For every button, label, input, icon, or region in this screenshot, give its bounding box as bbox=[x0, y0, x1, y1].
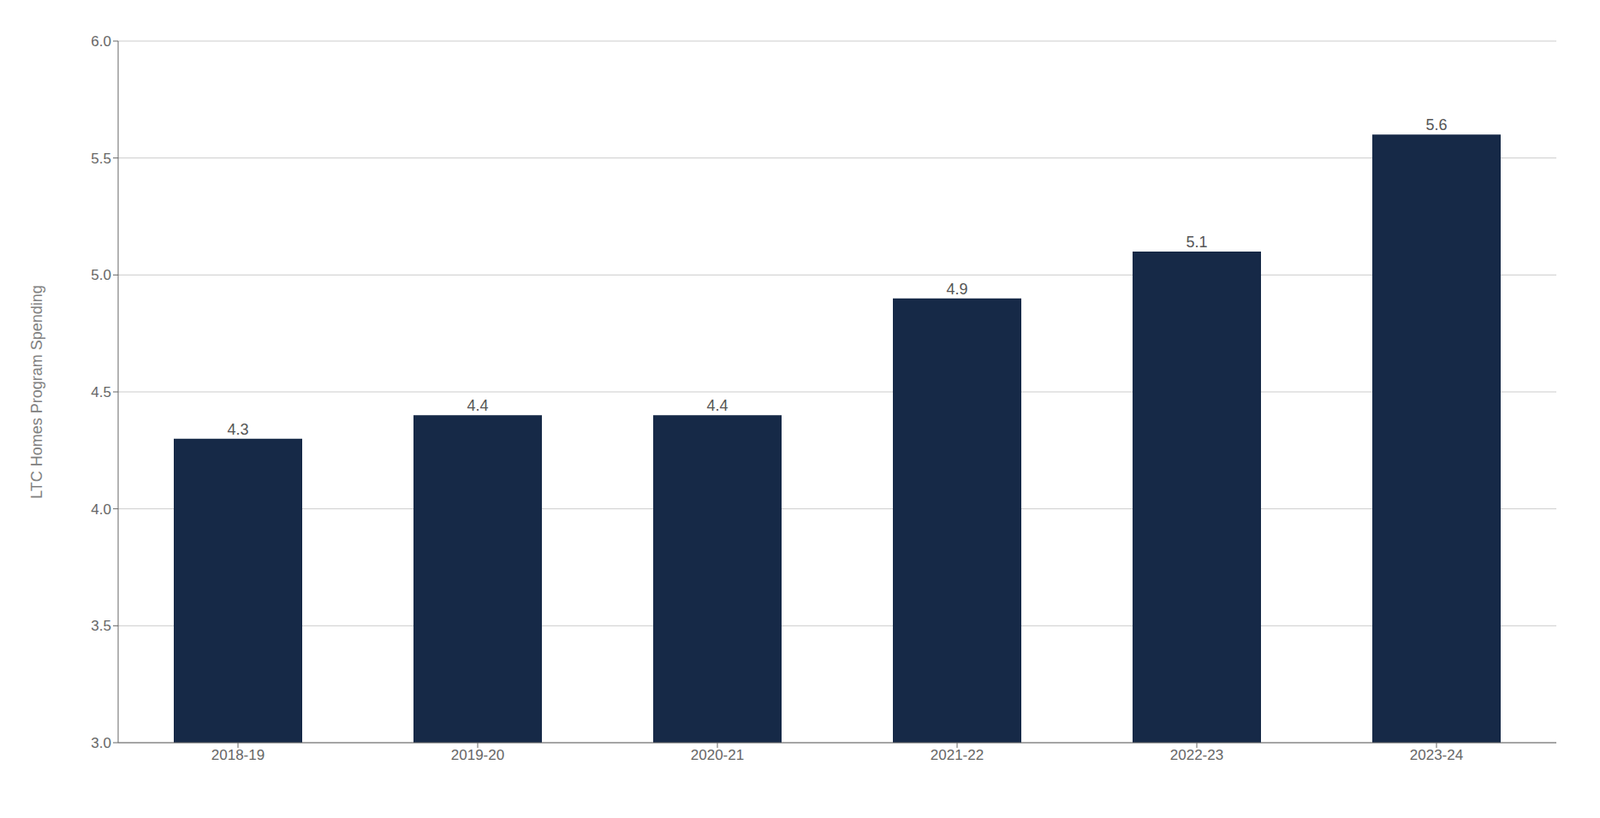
svg-text:3.0: 3.0 bbox=[90, 735, 112, 752]
svg-text:4.0: 4.0 bbox=[90, 501, 112, 518]
svg-text:6.0: 6.0 bbox=[90, 33, 112, 50]
svg-text:2020-21: 2020-21 bbox=[690, 747, 744, 764]
svg-text:4.4: 4.4 bbox=[706, 397, 728, 415]
svg-text:3.5: 3.5 bbox=[90, 618, 112, 635]
svg-text:2023-24: 2023-24 bbox=[1409, 747, 1464, 764]
svg-text:2018-19: 2018-19 bbox=[211, 747, 265, 764]
svg-text:5.6: 5.6 bbox=[1425, 116, 1447, 134]
svg-text:5.0: 5.0 bbox=[90, 267, 112, 284]
svg-text:2019-20: 2019-20 bbox=[451, 747, 505, 764]
svg-text:LTC Homes Program Spending: LTC Homes Program Spending bbox=[28, 285, 46, 500]
svg-text:5.1: 5.1 bbox=[1185, 233, 1208, 251]
svg-text:4.4: 4.4 bbox=[466, 397, 488, 415]
svg-text:4.3: 4.3 bbox=[226, 421, 249, 439]
svg-text:4.5: 4.5 bbox=[90, 384, 112, 401]
svg-text:2022-23: 2022-23 bbox=[1170, 747, 1224, 764]
svg-text:4.9: 4.9 bbox=[945, 280, 968, 298]
svg-text:5.5: 5.5 bbox=[90, 150, 112, 167]
svg-text:2021-22: 2021-22 bbox=[930, 747, 984, 764]
